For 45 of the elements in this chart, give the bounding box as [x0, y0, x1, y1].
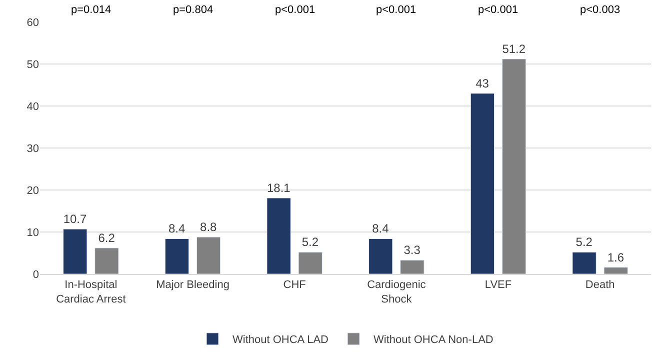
x-tick-label: Death: [585, 279, 615, 292]
x-tick-label: Major Bleeding: [156, 279, 230, 292]
text: p=0.804: [173, 4, 214, 16]
data-label: 18.1: [266, 180, 291, 195]
legend-label: Without OHCA LAD: [232, 334, 329, 346]
bar: [196, 236, 221, 274]
data-label: 51.2: [502, 42, 526, 56]
y-tick-label: 30: [26, 142, 39, 155]
bar: [604, 267, 628, 274]
bar: [572, 252, 596, 274]
y-tick-label: 20: [26, 184, 39, 197]
bar: [368, 238, 393, 274]
data-label: 5.2: [576, 235, 593, 250]
data-label: 10.7: [63, 212, 87, 226]
data-label: 8.4: [372, 222, 390, 236]
bar: [470, 93, 495, 274]
text: p<0.001: [478, 4, 518, 16]
bar: [94, 248, 119, 274]
y-tick-label: 10: [26, 226, 39, 239]
bar: [266, 198, 291, 274]
bar: [298, 252, 322, 274]
data-label: 43: [476, 76, 490, 90]
data-label: 8.4: [168, 222, 186, 236]
bar: [400, 260, 424, 274]
data-label: 1.6: [607, 250, 624, 264]
y-tick-label: 50: [26, 58, 39, 71]
data-label: 8.8: [200, 220, 218, 234]
text: p<0.001: [275, 4, 316, 16]
text: p<0.001: [376, 4, 416, 16]
data-label: 5.2: [302, 235, 319, 250]
x-tick-label: In-Hospital Cardiac Arrest: [56, 279, 126, 306]
legend-label: Without OHCA Non-LAD: [374, 334, 494, 346]
text: p=0.014: [71, 4, 112, 16]
y-tick-label: 0: [32, 268, 39, 281]
y-tick-label: 60: [26, 16, 39, 29]
x-tick-label: LVEF: [484, 279, 512, 292]
data-label: 6.2: [98, 230, 116, 245]
bar: [164, 238, 190, 274]
bar: [63, 228, 88, 274]
y-tick-label: 40: [26, 100, 39, 113]
x-tick-label: CHF: [283, 279, 306, 292]
bar: [502, 58, 526, 274]
x-tick-label: Cardiogenic Shock: [367, 279, 426, 306]
data-label: 3.3: [404, 243, 421, 258]
text: p<0.003: [580, 4, 620, 16]
